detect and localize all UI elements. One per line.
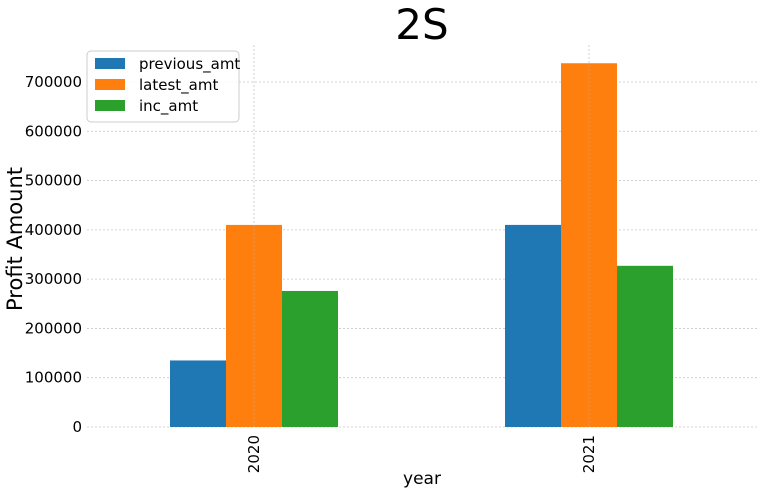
legend-items: previous_amt latest_amt inc_amt — [95, 55, 240, 116]
x-tick-labels: 2020 2021 — [245, 435, 598, 473]
y-axis-title: Profit Amount — [3, 167, 27, 311]
y-tick-label: 500000 — [25, 172, 82, 190]
x-tick-label: 2021 — [580, 435, 598, 473]
legend-label-previous-amt: previous_amt — [139, 55, 240, 74]
y-tick-label: 300000 — [25, 270, 82, 288]
bar-inc-amt-2021 — [617, 265, 673, 427]
legend-label-latest-amt: latest_amt — [139, 76, 218, 95]
y-tick-label: 0 — [72, 418, 82, 436]
chart-title: 2S — [395, 0, 448, 49]
y-tick-labels: 0 100000 200000 300000 400000 500000 600000 700… — [25, 73, 82, 436]
bars — [170, 63, 673, 427]
y-tick-label: 700000 — [25, 73, 82, 91]
y-tick-label: 200000 — [25, 319, 82, 337]
bar-inc-amt-2020 — [282, 290, 338, 427]
bar-previous-amt-2021 — [505, 224, 561, 427]
y-tick-label: 100000 — [25, 369, 82, 387]
legend-swatch-inc-amt — [95, 100, 125, 111]
legend-label-inc-amt: inc_amt — [139, 97, 198, 116]
bar-previous-amt-2020 — [170, 360, 226, 427]
legend-swatch-latest-amt — [95, 79, 125, 90]
x-tick-label: 2020 — [245, 435, 263, 473]
y-tick-label: 400000 — [25, 221, 82, 239]
legend: previous_amt latest_amt inc_amt — [86, 50, 240, 123]
y-tick-label: 600000 — [25, 122, 82, 140]
legend-swatch-previous-amt — [95, 58, 125, 69]
x-axis-title: year — [403, 469, 441, 489]
